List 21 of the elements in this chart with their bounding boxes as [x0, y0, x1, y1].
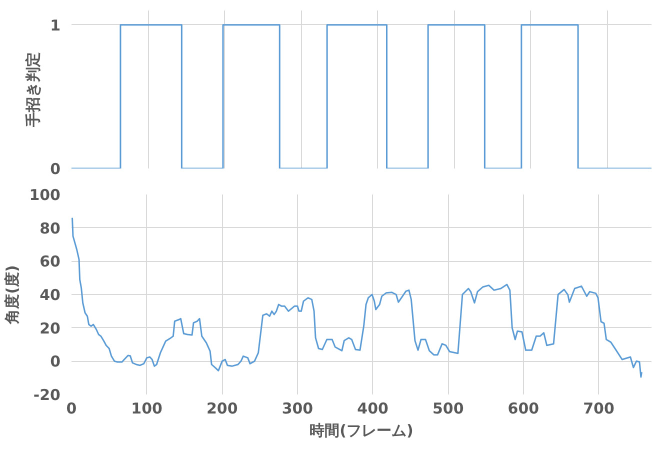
- y-tick-label: 1: [50, 16, 60, 34]
- y-tick-label: 100: [29, 186, 60, 204]
- x-tick-label: 700: [583, 400, 614, 418]
- line-series: [72, 217, 642, 378]
- y-axis-title: 手招き判定: [24, 52, 42, 128]
- x-tick-label: 500: [432, 400, 464, 418]
- x-tick-label: 600: [508, 400, 540, 418]
- y-tick-label: 60: [40, 252, 60, 271]
- y-tick-label: -20: [33, 386, 61, 404]
- y-tick-label: 0: [50, 352, 60, 371]
- y-axis-title: 角度(度): [3, 265, 22, 325]
- y-tick-label: 0: [50, 160, 60, 178]
- x-tick-label: 0: [66, 400, 77, 418]
- y-tick-label: 80: [40, 219, 60, 238]
- x-tick-label: 200: [206, 400, 238, 418]
- y-tick-label: 40: [40, 286, 60, 304]
- y-tick-label: 20: [40, 319, 60, 338]
- x-tick-label: 400: [357, 400, 388, 418]
- x-axis-title: 時間(フレーム): [310, 422, 414, 440]
- x-tick-label: 300: [282, 400, 314, 418]
- x-tick-label: 100: [131, 400, 162, 418]
